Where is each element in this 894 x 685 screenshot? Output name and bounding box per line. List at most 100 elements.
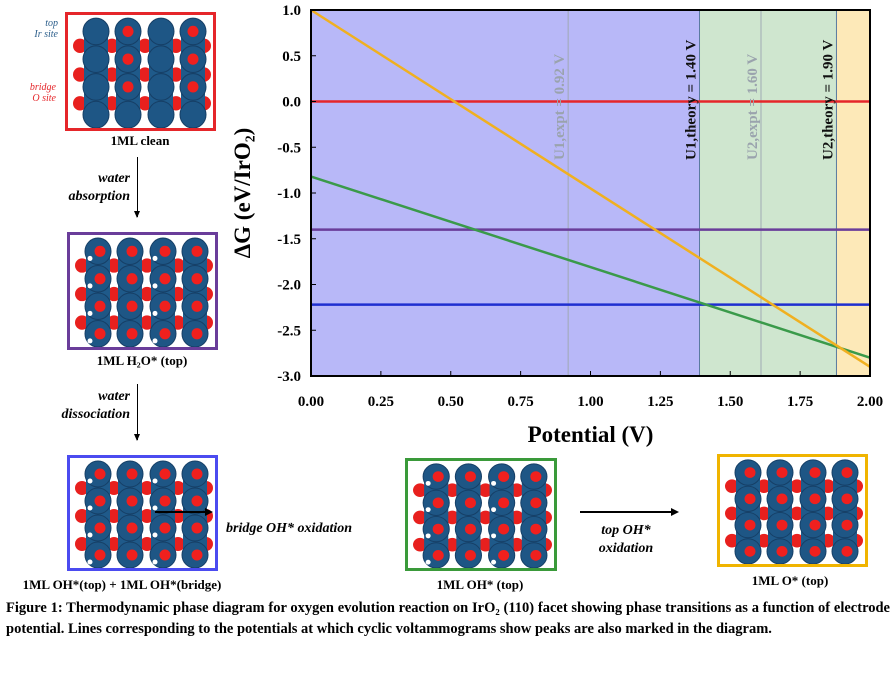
y-tick-label: -2.5	[277, 323, 301, 339]
hydrogen-atom	[152, 505, 158, 511]
top-oxygen-atom	[530, 497, 542, 509]
bridge-oxygen-atom	[73, 96, 87, 111]
potential-marker-label: U1,expt = 0.92 V	[552, 54, 568, 160]
phase-region	[311, 10, 700, 376]
bridge-oxygen-atom	[413, 510, 428, 525]
atom-model	[413, 463, 552, 568]
hydrogen-atom	[87, 310, 93, 316]
x-tick-label: 0.00	[298, 394, 324, 410]
top-oxygen-atom	[126, 549, 138, 561]
top-oxygen-atom	[191, 549, 203, 561]
top-oxygen-atom	[498, 523, 510, 535]
y-tick-label: -1.0	[277, 186, 301, 202]
bridge-oxygen-atom	[757, 479, 771, 493]
bridge-oxygen-atom	[107, 481, 121, 495]
potential-marker-label: U1,theory = 1.40 V	[684, 39, 700, 160]
top-oxygen-atom	[841, 467, 853, 478]
top-oxygen-atom	[464, 523, 476, 535]
top-oxygen-atom	[159, 245, 171, 257]
structure-label-o-top: 1ML O* (top)	[751, 573, 829, 588]
hydrogen-atom	[425, 533, 431, 539]
top-oxygen-atom	[94, 300, 106, 312]
x-tick-label: 1.00	[577, 394, 603, 410]
step-top-oxidation: top OH* oxidation	[598, 523, 654, 556]
bridge-oxygen-atom	[105, 96, 119, 111]
top-oxygen-atom	[191, 328, 203, 340]
y-tick-label: -2.0	[277, 278, 301, 294]
structure-label-h2o-top: 1ML H₂O* (top)	[96, 353, 188, 368]
top-oxygen-atom	[432, 471, 444, 482]
top-oxygen-atom	[776, 467, 788, 478]
structure-h2o-top	[67, 232, 218, 350]
iridium-atom	[82, 73, 110, 101]
atom-model	[75, 460, 213, 568]
top-oxygen-atom	[432, 523, 444, 535]
top-oxygen-atom	[464, 497, 476, 509]
top-oxygen-atom	[159, 549, 171, 561]
hydrogen-atom	[491, 559, 497, 565]
x-tick-label: 1.50	[717, 394, 743, 410]
arrow-water-dissociation	[134, 384, 140, 441]
top-oxygen-atom	[122, 25, 134, 38]
top-oxygen-atom	[159, 522, 171, 534]
top-oxygen-atom	[809, 467, 821, 478]
structure-oh-top	[405, 458, 557, 571]
iridium-atom	[82, 45, 110, 74]
bridge-oxygen-atom	[75, 481, 89, 495]
y-tick-label: 0.0	[282, 95, 301, 111]
potential-marker-label: U2,theory = 1.90 V	[820, 39, 836, 160]
series-line	[310, 8, 871, 368]
bridge-oxygen-atom	[75, 509, 89, 523]
top-oxygen-atom	[126, 522, 138, 534]
top-oxygen-atom	[191, 300, 203, 312]
top-oxygen-atom	[122, 81, 134, 93]
top-oxygen-atom	[498, 497, 510, 509]
top-oxygen-atom	[191, 273, 203, 285]
bridge-oxygen-atom	[105, 38, 119, 54]
top-oxygen-atom	[744, 546, 756, 557]
top-oxygen-atom	[809, 493, 821, 505]
top-oxygen-atom	[744, 467, 756, 478]
top-oxygen-atom	[809, 519, 821, 531]
bridge-oxygen-atom	[478, 537, 493, 552]
bridge-oxygen-atom	[140, 509, 154, 523]
hydrogen-atom	[152, 559, 158, 565]
top-oxygen-atom	[191, 468, 203, 480]
hydrogen-atom	[491, 533, 497, 539]
x-tick-label: 0.75	[508, 394, 534, 410]
arrow-water-absorption	[134, 157, 140, 218]
hydrogen-atom	[87, 255, 93, 261]
top-oxygen-atom	[187, 53, 199, 65]
top-oxygen-atom	[841, 493, 853, 505]
top-oxygen-atom	[841, 519, 853, 531]
hydrogen-atom	[425, 480, 431, 486]
top-oxygen-atom	[498, 550, 510, 561]
top-oxygen-atom	[776, 546, 788, 557]
atom-model	[75, 237, 213, 347]
atom-model	[73, 17, 211, 128]
hydrogen-atom	[152, 532, 158, 538]
top-oxygen-atom	[94, 273, 106, 285]
figure-caption: Figure 1: Thermodynamic phase diagram fo…	[6, 600, 890, 637]
phase-diagram-chart: U1,expt = 0.92 V U1,theory = 1.40 V U2,exp…	[230, 3, 883, 447]
bridge-oxygen-atom	[107, 286, 121, 302]
step-water-dissociation: water dissociation	[61, 389, 130, 422]
bridge-oxygen-atom	[75, 537, 89, 551]
potential-marker-label: U2,expt = 1.60 V	[745, 54, 761, 160]
top-oxygen-atom	[122, 53, 134, 65]
bridge-oxygen-atom	[725, 533, 739, 548]
bridge-oxygen-atom	[478, 510, 493, 525]
top-oxygen-atom	[94, 468, 106, 480]
iridium-atom	[114, 100, 142, 128]
iridium-atom	[82, 17, 110, 46]
structure-clean	[65, 12, 216, 131]
structure-label-oh-top-bridge: 1ML OH*(top) + 1ML OH*(bridge)	[22, 577, 222, 592]
bridge-oxygen-atom	[138, 38, 152, 54]
x-tick-label: 2.00	[857, 394, 883, 410]
bridge-oxygen-atom	[725, 479, 739, 493]
bridge-oxygen-atom	[445, 483, 460, 497]
hydrogen-atom	[87, 338, 93, 344]
phase-region	[836, 10, 870, 376]
top-oxygen-atom	[191, 495, 203, 507]
top-oxygen-atom	[94, 522, 106, 534]
